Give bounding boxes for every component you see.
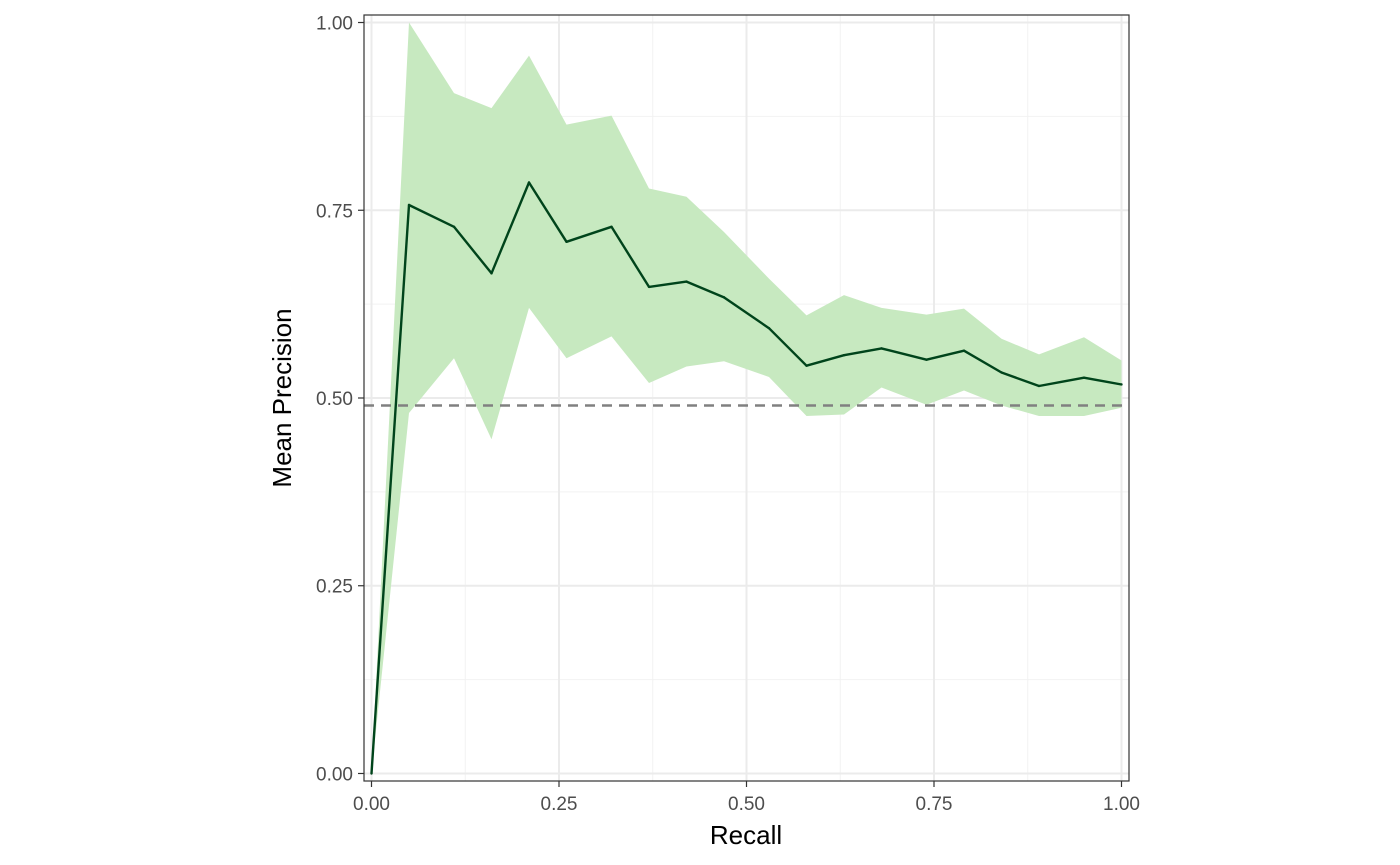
mean-precision-point	[1037, 384, 1041, 388]
y-tick-label: 0.00	[316, 764, 353, 785]
mean-precision-line	[370, 181, 1122, 774]
y-tick-label: 0.75	[316, 201, 353, 222]
mean-precision-point	[722, 296, 726, 299]
x-axis-ticks: 0.00 0.25 0.50 0.75 1.00	[353, 781, 1140, 815]
mean-precision-point	[1120, 383, 1123, 386]
mean-precision-point	[610, 225, 613, 228]
y-tick-label: 0.25	[316, 577, 353, 598]
mean-precision-point	[805, 364, 808, 367]
mean-precision-point	[490, 272, 493, 275]
y-axis-ticks: 0.00 0.25 0.50 0.75 1.00	[316, 14, 364, 785]
mean-precision-points	[370, 181, 1123, 775]
mean-precision-point	[647, 285, 651, 289]
mean-precision-point	[370, 772, 373, 775]
x-tick-label: 1.00	[1103, 794, 1140, 815]
mean-precision-point	[1082, 376, 1086, 379]
mean-precision-point	[1000, 371, 1003, 374]
y-axis-title: Mean Precision	[267, 308, 297, 487]
precision-confidence-band	[371, 22, 1122, 774]
x-axis-title: Recall	[710, 820, 782, 850]
mean-precision-point	[767, 326, 771, 330]
mean-precision-point	[407, 203, 411, 207]
x-tick-label: 0.25	[541, 794, 578, 815]
mean-precision-point	[527, 181, 531, 184]
y-tick-label: 1.00	[316, 14, 353, 35]
mean-precision-point	[880, 347, 883, 350]
mean-precision-point	[452, 225, 456, 228]
mean-precision-point	[565, 240, 568, 243]
x-tick-label: 0.75	[916, 794, 953, 815]
x-tick-label: 0.50	[728, 794, 765, 815]
x-tick-label: 0.00	[353, 794, 390, 815]
mean-precision-point	[962, 349, 966, 352]
mean-precision-point	[925, 358, 928, 361]
mean-precision-point	[685, 280, 688, 283]
y-tick-label: 0.50	[316, 389, 353, 410]
mean-precision-point	[842, 353, 846, 357]
